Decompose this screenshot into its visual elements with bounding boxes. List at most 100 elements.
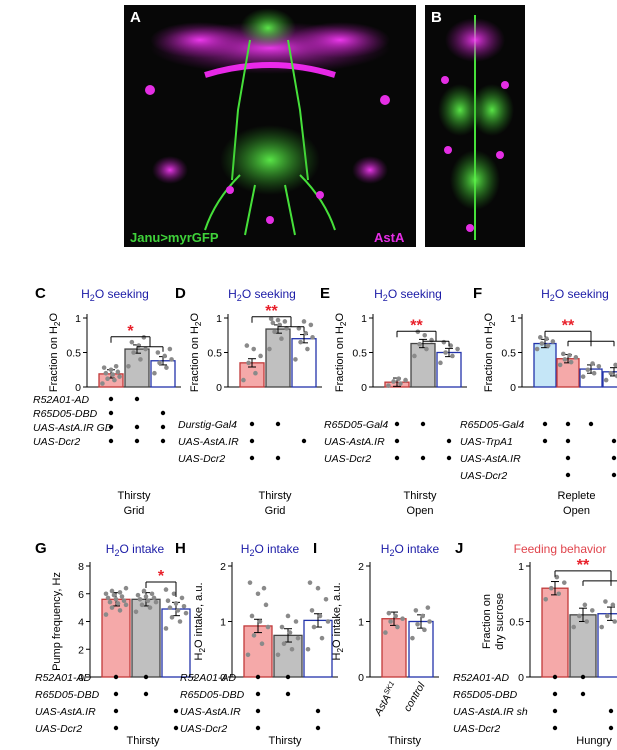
data-point <box>412 353 417 359</box>
data-point <box>545 343 551 348</box>
data-point <box>585 367 591 373</box>
y-axis-label: Pump frequency, Hz <box>51 572 63 671</box>
data-point <box>177 619 183 624</box>
data-point <box>571 624 577 630</box>
data-point <box>249 613 255 619</box>
genotype-dot <box>542 421 548 427</box>
data-point <box>103 370 109 376</box>
data-point <box>145 598 151 603</box>
condition-label: Grid <box>265 505 286 517</box>
data-point <box>289 646 295 652</box>
genotype-dot <box>580 691 586 697</box>
data-point <box>417 341 422 347</box>
genotype-dot <box>143 674 149 680</box>
genotype-dot <box>249 455 255 461</box>
y-tick-label: 8 <box>78 561 84 573</box>
genotype-label: UAS-Dcr2 <box>178 453 225 465</box>
genotype-dot <box>173 725 179 731</box>
data-point <box>253 370 258 376</box>
genotype-label: R65D05-DBD <box>33 408 98 420</box>
data-point <box>293 619 299 624</box>
chart-title: H2O intake <box>241 542 300 558</box>
data-point <box>241 377 246 383</box>
genotype-label: R65D05-Gal4 <box>324 419 388 431</box>
genotype-dot <box>394 455 400 461</box>
data-point <box>448 343 454 348</box>
bar <box>408 620 434 678</box>
data-point <box>268 316 274 321</box>
data-point <box>103 591 109 597</box>
data-point <box>591 370 597 376</box>
data-point <box>301 319 307 324</box>
data-point <box>438 360 443 366</box>
genotype-label: R52A01-AD <box>35 672 91 684</box>
genotype-dot <box>108 438 114 444</box>
data-point <box>131 350 136 355</box>
data-point <box>311 624 317 630</box>
data-point <box>245 652 251 658</box>
chart-title: H2O seeking <box>228 287 296 303</box>
y-tick-label: 2 <box>220 561 226 573</box>
data-point <box>105 376 110 382</box>
sig-stars: ** <box>577 557 590 574</box>
data-point <box>589 608 595 613</box>
data-point <box>155 350 161 355</box>
genotype-dot <box>285 674 291 680</box>
genotype-label: UAS-Dcr2 <box>35 723 82 735</box>
y-tick-label: 6 <box>78 589 84 601</box>
y-axis-label: Fraction on H2O <box>48 312 62 392</box>
data-point <box>162 353 168 359</box>
data-point <box>153 599 159 605</box>
data-point <box>137 597 143 602</box>
data-point <box>108 367 114 373</box>
genotype-dot <box>552 725 558 731</box>
data-point <box>317 613 323 619</box>
panel-label-a: A <box>130 9 141 26</box>
data-point <box>295 635 301 641</box>
data-point <box>396 376 402 382</box>
data-point <box>325 619 331 624</box>
condition-label: Thirsty <box>118 490 152 502</box>
genotype-dot <box>301 438 307 444</box>
data-point <box>315 585 321 591</box>
data-point <box>386 610 392 616</box>
data-point <box>165 598 171 603</box>
y-tick-label: 0.5 <box>66 348 81 360</box>
data-point <box>247 580 253 585</box>
data-point <box>265 624 271 630</box>
panel-label-d: D <box>175 285 186 302</box>
data-point <box>443 350 448 355</box>
genotype-dot <box>160 438 166 444</box>
chart-g: G H2O intake 0 2 4 6 8 Pump frequency, Hz * R52A0… <box>35 540 196 747</box>
chart-title: H2O seeking <box>81 287 149 303</box>
y-axis-label: Fraction on H2O <box>334 312 348 392</box>
y-axis-label: H2O intake, a.u. <box>331 583 345 661</box>
y-tick-label: 0 <box>220 672 226 684</box>
data-point <box>107 599 113 605</box>
genotype-dot <box>394 421 400 427</box>
data-point <box>163 587 169 592</box>
y-tick-label: 0 <box>510 382 516 394</box>
data-point <box>285 613 291 619</box>
panel-label-j: J <box>455 540 463 557</box>
genotype-label: UAS-AstA.IR <box>324 436 385 448</box>
data-point <box>567 352 572 358</box>
data-point <box>259 641 265 646</box>
y-tick-label: 1 <box>518 561 524 573</box>
genotype-dot <box>552 691 558 697</box>
genotype-label: UAS-AstA.IR <box>460 453 521 465</box>
genotype-label: UAS-AstA.IR <box>180 706 241 718</box>
bar <box>381 618 407 678</box>
panel-label-b: B <box>431 9 442 26</box>
data-point <box>141 335 147 340</box>
genotype-label: R65D05-DBD <box>35 689 100 701</box>
x-tick-label: control <box>401 680 427 714</box>
genotype-dot <box>108 410 114 416</box>
data-point <box>561 580 567 585</box>
genotype-label: R52A01-AD <box>453 672 509 684</box>
condition-label: Thirsty <box>388 735 422 747</box>
data-point <box>305 646 311 652</box>
y-tick-label: 0.5 <box>509 617 524 629</box>
data-point <box>101 365 107 370</box>
data-point <box>548 585 554 591</box>
